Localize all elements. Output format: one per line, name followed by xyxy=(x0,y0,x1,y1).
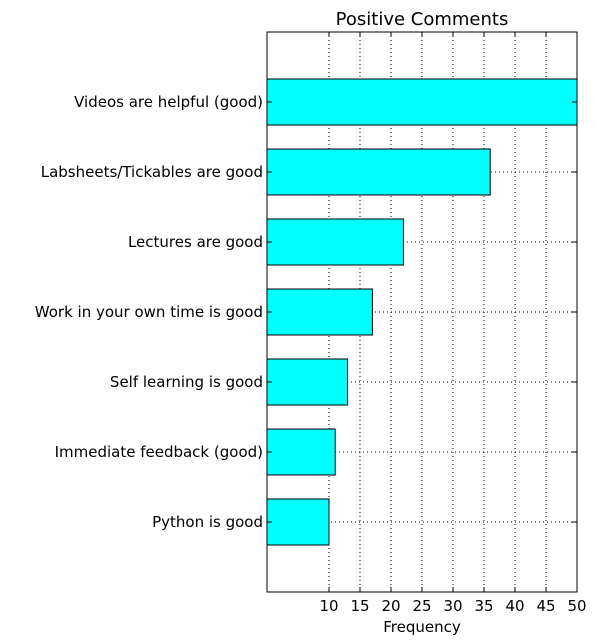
bar xyxy=(266,78,578,126)
x-tick-label: 40 xyxy=(505,597,524,615)
x-tick-label: 30 xyxy=(443,597,462,615)
x-axis-label: Frequency xyxy=(383,618,461,636)
x-tick-label: 10 xyxy=(319,597,338,615)
bar xyxy=(266,288,373,336)
x-tick-label: 45 xyxy=(536,597,555,615)
bar xyxy=(266,358,349,406)
category-label: Videos are helpful (good) xyxy=(74,93,263,111)
x-tick-label: 35 xyxy=(474,597,493,615)
category-label: Labsheets/Tickables are good xyxy=(41,163,263,181)
x-tick-label: 25 xyxy=(412,597,431,615)
tick-marks xyxy=(267,32,578,592)
bar xyxy=(266,148,491,196)
category-labels: Videos are helpful (good) Labsheets/Ticka… xyxy=(35,93,263,531)
category-label: Python is good xyxy=(152,513,263,531)
bar xyxy=(266,218,404,266)
bar xyxy=(266,428,336,476)
chart-title: Positive Comments xyxy=(336,9,509,30)
category-label: Immediate feedback (good) xyxy=(55,443,263,461)
x-tick-labels: 10 15 20 25 30 35 40 45 50 xyxy=(319,597,586,615)
x-tick-label: 15 xyxy=(350,597,369,615)
category-label: Self learning is good xyxy=(110,373,263,391)
bar xyxy=(266,498,330,546)
x-tick-label: 50 xyxy=(567,597,586,615)
bars xyxy=(266,78,578,546)
x-tick-label: 20 xyxy=(381,597,400,615)
category-label: Lectures are good xyxy=(128,233,263,251)
category-label: Work in your own time is good xyxy=(35,303,263,321)
